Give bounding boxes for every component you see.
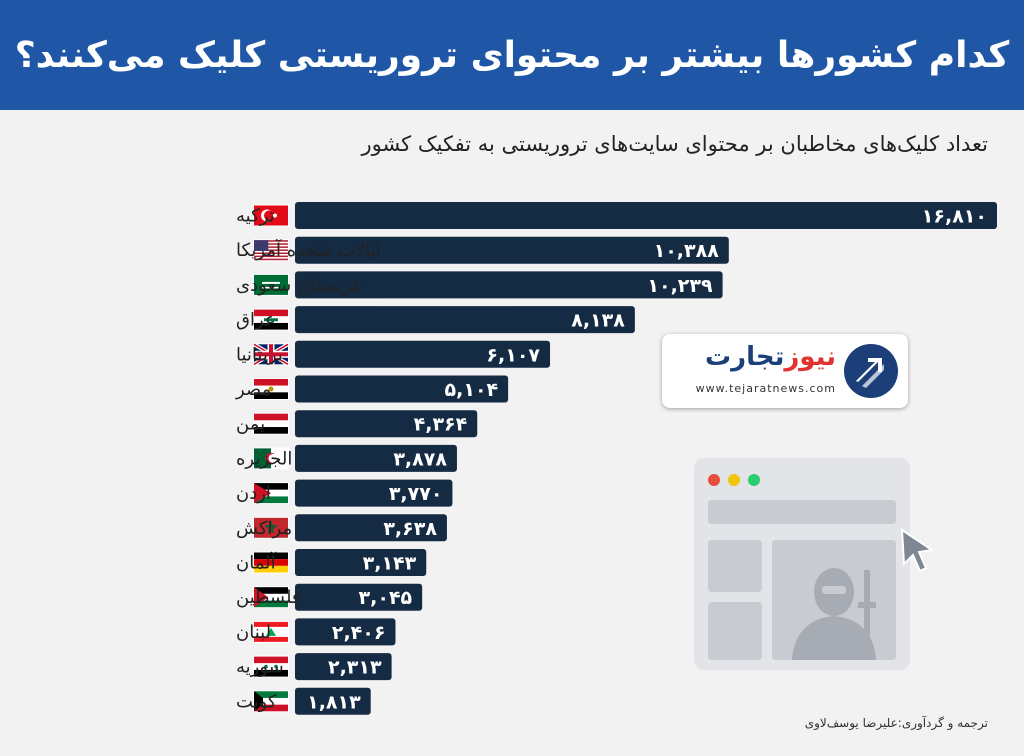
bar-value-label: ۸,۱۳۸ bbox=[571, 310, 625, 332]
country-label: فلسطین bbox=[236, 587, 301, 608]
header-banner: کدام کشورها بیشتر بر محتوای تروریستی کلی… bbox=[0, 0, 1024, 110]
bar-value-label: ۶,۱۰۷ bbox=[486, 344, 540, 366]
bar-value-label: ۴,۳۶۴ bbox=[414, 414, 468, 436]
turkey-flag bbox=[253, 204, 289, 227]
bar-value-label: ۱۰,۲۳۹ bbox=[647, 275, 713, 297]
lebanon-flag bbox=[253, 620, 289, 643]
cursor-icon bbox=[900, 528, 935, 573]
bar-value-label: ۱۰,۳۸۸ bbox=[654, 240, 720, 262]
bar bbox=[295, 306, 635, 334]
bar-value-label: ۵,۱۰۴ bbox=[445, 379, 499, 401]
illustration-panel bbox=[772, 540, 896, 660]
country-label: آلمان bbox=[236, 551, 277, 574]
algeria-flag bbox=[253, 447, 289, 470]
usa-flag bbox=[253, 239, 289, 262]
bar bbox=[295, 271, 723, 299]
bar bbox=[295, 236, 729, 264]
chart-subtitle: تعداد کلیک‌های مخاطبان بر محتوای سایت‌ها… bbox=[361, 132, 988, 156]
germany-flag bbox=[253, 551, 289, 574]
bar-value-label: ۳,۱۴۳ bbox=[363, 553, 417, 575]
country-label: یمن bbox=[236, 414, 265, 435]
illustration-address-bar bbox=[708, 500, 896, 524]
country-label: ایالات متحده آمریکا bbox=[236, 238, 381, 261]
illustration-block bbox=[708, 540, 762, 592]
page-title: کدام کشورها بیشتر بر محتوای تروریستی کلی… bbox=[14, 34, 1010, 76]
bar-value-label: ۱,۸۱۳ bbox=[307, 691, 361, 713]
bar-value-label: ۱۶,۸۱۰ bbox=[922, 206, 987, 228]
country-label: کویت bbox=[236, 691, 277, 712]
logo-url: www.tejaratnews.com bbox=[695, 382, 836, 395]
palestine-flag bbox=[253, 586, 289, 609]
credit-text: ترجمه و گردآوری:علیرضا یوسف‌لاوی bbox=[804, 716, 988, 730]
tejaratnews-logo: نیوزتجارت www.tejaratnews.com bbox=[662, 334, 908, 408]
country-label: اردن bbox=[236, 483, 271, 504]
bar bbox=[295, 410, 478, 438]
bar bbox=[295, 514, 447, 542]
country-label: الجزیره bbox=[236, 448, 292, 469]
bar bbox=[295, 549, 427, 576]
country-label: ترکیه bbox=[236, 206, 275, 227]
country-label: عراق bbox=[236, 310, 276, 331]
syria-flag bbox=[253, 655, 289, 678]
browser-illustration bbox=[694, 458, 935, 670]
bar bbox=[295, 583, 423, 611]
bar-value-label: ۳,۶۳۸ bbox=[383, 518, 437, 540]
saudi-arabia-flag bbox=[253, 273, 289, 296]
bar-value-label: ۳,۷۷۰ bbox=[389, 483, 443, 505]
country-label: بریتانیا bbox=[236, 344, 283, 365]
kuwait-flag bbox=[253, 690, 289, 713]
bar-value-label: ۳,۰۴۵ bbox=[359, 587, 413, 609]
window-close-dot bbox=[708, 474, 720, 486]
logo-arrow-icon bbox=[844, 344, 898, 398]
country-label: عربستان سعودی bbox=[236, 275, 363, 296]
uk-flag bbox=[252, 342, 290, 367]
country-label: سوریه bbox=[236, 657, 284, 678]
window-maximize-dot bbox=[748, 474, 760, 486]
bar bbox=[295, 618, 396, 646]
egypt-flag bbox=[253, 378, 289, 400]
bar bbox=[295, 444, 457, 472]
bar bbox=[295, 479, 453, 507]
country-label: مصر bbox=[235, 379, 271, 400]
bar-value-label: ۳,۸۷۸ bbox=[393, 448, 447, 470]
iraq-flag bbox=[253, 308, 289, 331]
bar bbox=[295, 375, 509, 403]
bar-value-label: ۲,۴۰۶ bbox=[332, 622, 386, 644]
bar bbox=[295, 687, 371, 715]
illustration-block bbox=[708, 602, 762, 660]
country-label: مراکش bbox=[236, 518, 292, 539]
morocco-flag bbox=[253, 516, 289, 539]
masked-militant-icon bbox=[792, 568, 876, 660]
bar bbox=[295, 340, 551, 368]
jordan-flag bbox=[253, 482, 289, 505]
bar bbox=[295, 202, 997, 229]
logo-name: نیوزتجارت bbox=[704, 342, 836, 372]
bar-value-label: ۲,۳۱۳ bbox=[328, 657, 382, 679]
yemen-flag bbox=[253, 412, 289, 435]
country-label: لبنان bbox=[236, 622, 271, 643]
window-minimize-dot bbox=[728, 474, 740, 486]
bar bbox=[295, 653, 392, 681]
